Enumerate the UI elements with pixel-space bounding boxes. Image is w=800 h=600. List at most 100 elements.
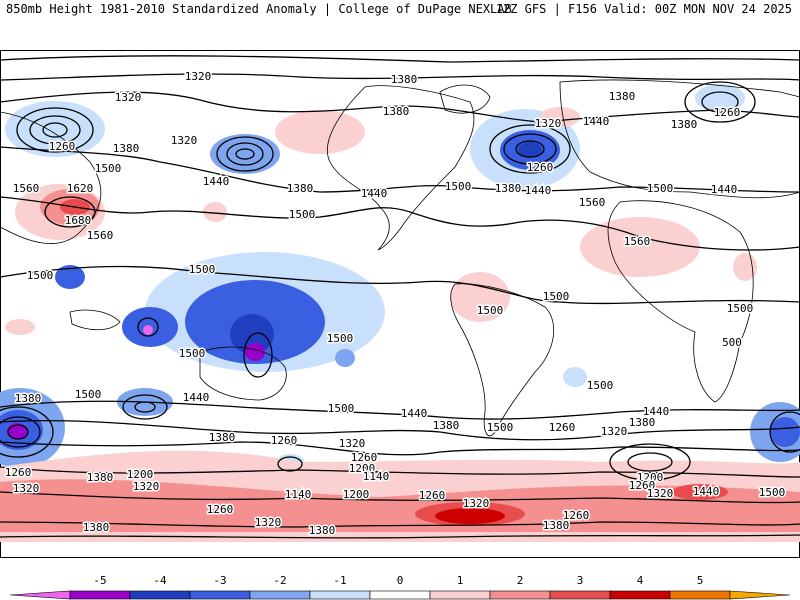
colorbar-swatch xyxy=(129,590,191,600)
contour-label: 1260 xyxy=(527,161,554,174)
contour-label: 1500 xyxy=(759,486,786,499)
contour-label: 1560 xyxy=(579,196,606,209)
contour-label: 1260 xyxy=(5,466,32,479)
contour-label: 1380 xyxy=(113,142,140,155)
contour-label: 1380 xyxy=(309,524,336,537)
colorbar-swatch xyxy=(729,590,791,600)
contour-label: 1320 xyxy=(647,487,674,500)
contour-label: 1320 xyxy=(255,516,282,529)
contour-label: 1380 xyxy=(671,118,698,131)
contour-label: 1260 xyxy=(549,421,576,434)
contour-label: 1500 xyxy=(75,388,102,401)
contour-label: 1260 xyxy=(629,479,656,492)
colorbar-swatch xyxy=(609,590,671,600)
contour-label: 1320 xyxy=(133,480,160,493)
contour-label: 1380 xyxy=(383,105,410,118)
contour-label: 1380 xyxy=(433,419,460,432)
contour-label: 1380 xyxy=(287,182,314,195)
contour-label: 500 xyxy=(722,336,742,349)
contour-label: 1380 xyxy=(543,519,570,532)
colorbar-tick-label: 2 xyxy=(517,574,524,587)
contour-label: 1500 xyxy=(487,421,514,434)
contour-label: 1560 xyxy=(87,229,114,242)
contour-label: 1380 xyxy=(83,521,110,534)
contour-label: 1260 xyxy=(271,434,298,447)
colorbar-swatch xyxy=(669,590,731,600)
contour-label: 1380 xyxy=(609,90,636,103)
contour-label: 1320 xyxy=(339,437,366,450)
colorbar-tick-label: 1 xyxy=(457,574,464,587)
colorbar-tick-label: -5 xyxy=(93,574,106,587)
contour-label: 1500 xyxy=(179,347,206,360)
contour-label: 1380 xyxy=(87,471,114,484)
colorbar-tick-label: -2 xyxy=(273,574,286,587)
contour-label: 1500 xyxy=(328,402,355,415)
colorbar-swatch xyxy=(69,590,131,600)
contour-label: 1320 xyxy=(463,497,490,510)
colorbar-swatch xyxy=(549,590,611,600)
contour-label: 1500 xyxy=(289,208,316,221)
contour-label: 1440 xyxy=(711,183,738,196)
contour-label: 1500 xyxy=(27,269,54,282)
contour-label: 1260 xyxy=(207,503,234,516)
contour-label: 1500 xyxy=(647,182,674,195)
contour-label: 1320 xyxy=(185,70,212,83)
contour-label: 1440 xyxy=(361,187,388,200)
model-run-info: 12Z GFS | F156 Valid: 00Z MON NOV 24 202… xyxy=(495,2,792,16)
contour-label: 1500 xyxy=(445,180,472,193)
contour-label: 1320 xyxy=(115,91,142,104)
contour-label: 1680 xyxy=(65,214,92,227)
contour-label: 1440 xyxy=(693,485,720,498)
colorbar-ticks: -5 -4 -3 -2 -1 0 1 2 3 4 5 xyxy=(93,574,703,587)
contour-label: 1140 xyxy=(363,470,390,483)
contour-label: 1140 xyxy=(285,488,312,501)
contour-label: 1260 xyxy=(49,140,76,153)
contour-label: 1200 xyxy=(349,462,376,475)
contour-label: 1440 xyxy=(525,184,552,197)
contour-label: 1500 xyxy=(477,304,504,317)
colorbar-tick-label: 0 xyxy=(397,574,404,587)
contour-label: 1380 xyxy=(15,392,42,405)
contour-label: 1440 xyxy=(203,175,230,188)
contour-label: 1200 xyxy=(343,488,370,501)
contour-label: 1500 xyxy=(327,332,354,345)
colorbar-swatch xyxy=(9,590,71,600)
contour-label: 1380 xyxy=(495,182,522,195)
contour-label: 1560 xyxy=(13,182,40,195)
colorbar-swatch xyxy=(309,590,371,600)
contour-label: 1320 xyxy=(171,134,198,147)
contour-label: 1380 xyxy=(209,431,236,444)
height-contours xyxy=(0,55,800,539)
colorbar-tick-label: -4 xyxy=(153,574,167,587)
contour-label: 1500 xyxy=(727,302,754,315)
colorbar-tick-label: 3 xyxy=(577,574,584,587)
colorbar-swatches xyxy=(9,590,791,600)
contour-label: 1200 xyxy=(127,468,154,481)
contour-label: 1440 xyxy=(183,391,210,404)
contour-label: 1440 xyxy=(583,115,610,128)
contour-label: 1500 xyxy=(543,290,570,303)
positive-anomaly-areas xyxy=(0,107,800,542)
colorbar-tick-label: 4 xyxy=(637,574,644,587)
contour-label: 1260 xyxy=(419,489,446,502)
contour-label: 1200 xyxy=(637,471,664,484)
contour-label: 1320 xyxy=(601,425,628,438)
chart-title: 850mb Height 1981-2010 Standardized Anom… xyxy=(6,2,512,16)
colorbar-swatch xyxy=(429,590,491,600)
contour-label: 1440 xyxy=(643,405,670,418)
colorbar-swatch xyxy=(249,590,311,600)
contour-label: 1380 xyxy=(629,416,656,429)
contour-label: 1440 xyxy=(401,407,428,420)
colorbar-swatch xyxy=(489,590,551,600)
colorbar: -5 -4 -3 -2 -1 0 1 2 3 4 5 xyxy=(9,574,791,600)
colorbar-tick-label: -3 xyxy=(213,574,226,587)
contour-label: 1320 xyxy=(13,482,40,495)
contour-label: 1500 xyxy=(587,379,614,392)
contour-label: 1380 xyxy=(391,73,418,86)
colorbar-tick-label: -1 xyxy=(333,574,346,587)
contour-label: 1500 xyxy=(95,162,122,175)
contour-label: 1260 xyxy=(563,509,590,522)
colorbar-swatch xyxy=(189,590,251,600)
